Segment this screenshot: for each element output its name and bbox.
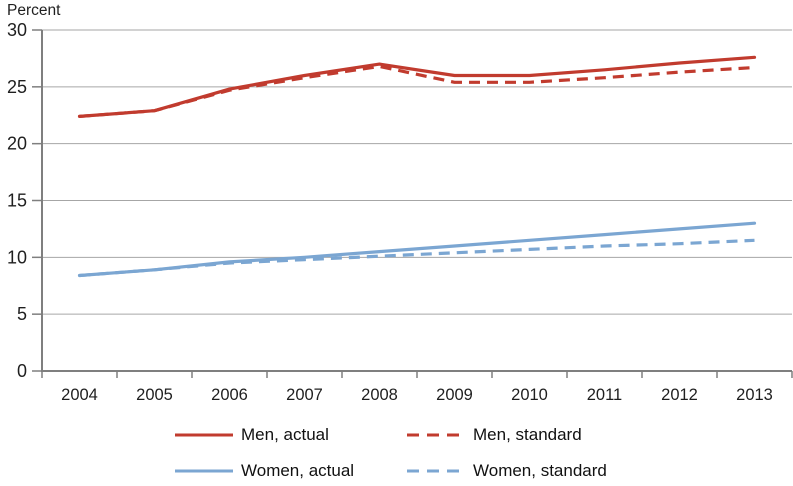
series-line-women-standard [79, 238, 755, 278]
y-tick-label: 5 [17, 304, 27, 324]
x-tick-label: 2013 [736, 386, 773, 404]
y-axis-title: Percent [7, 2, 61, 19]
legend-label: Men, actual [241, 425, 329, 444]
x-tick-label: 2010 [511, 386, 548, 404]
legend-item-women-actual: Women, actual [175, 461, 354, 481]
legend-label: Women, actual [241, 461, 355, 480]
x-tick-label: 2007 [286, 386, 323, 404]
y-tick-label: 30 [7, 20, 27, 40]
y-tick-label: 10 [7, 247, 27, 267]
x-tick-label: 2011 [587, 386, 622, 404]
legend-item-women-standard: Women, standard [407, 461, 607, 481]
men-standard-line-sample-icon [407, 433, 465, 437]
x-tick-label: 2012 [661, 386, 698, 404]
series-line-women-actual [77, 221, 757, 278]
y-tick-label: 15 [7, 191, 27, 211]
legend-item-men-actual: Men, actual [175, 425, 329, 445]
women-actual-line-sample-icon [175, 469, 233, 473]
y-tick-label: 0 [17, 361, 27, 381]
y-tick-label: 20 [7, 134, 27, 154]
x-tick-label: 2005 [136, 386, 173, 404]
men-actual-line-sample-icon [175, 433, 233, 437]
series-line-men-actual [77, 55, 757, 119]
series-line-men-standard [79, 64, 755, 118]
legend-item-men-standard: Men, standard [407, 425, 582, 445]
women-standard-line-sample-icon [407, 469, 465, 473]
x-tick-label: 2006 [211, 386, 248, 404]
y-tick-label: 25 [7, 77, 27, 97]
legend-label: Women, standard [473, 461, 607, 480]
line-chart: 0 5 10 15 20 25 30 2004 2005 2006 2007 2008 2009 2010… [7, 20, 793, 404]
legend-label: Men, standard [473, 425, 582, 444]
x-tick-label: 2004 [61, 386, 98, 404]
x-tick-label: 2009 [436, 386, 473, 404]
x-tick-label: 2008 [361, 386, 398, 404]
